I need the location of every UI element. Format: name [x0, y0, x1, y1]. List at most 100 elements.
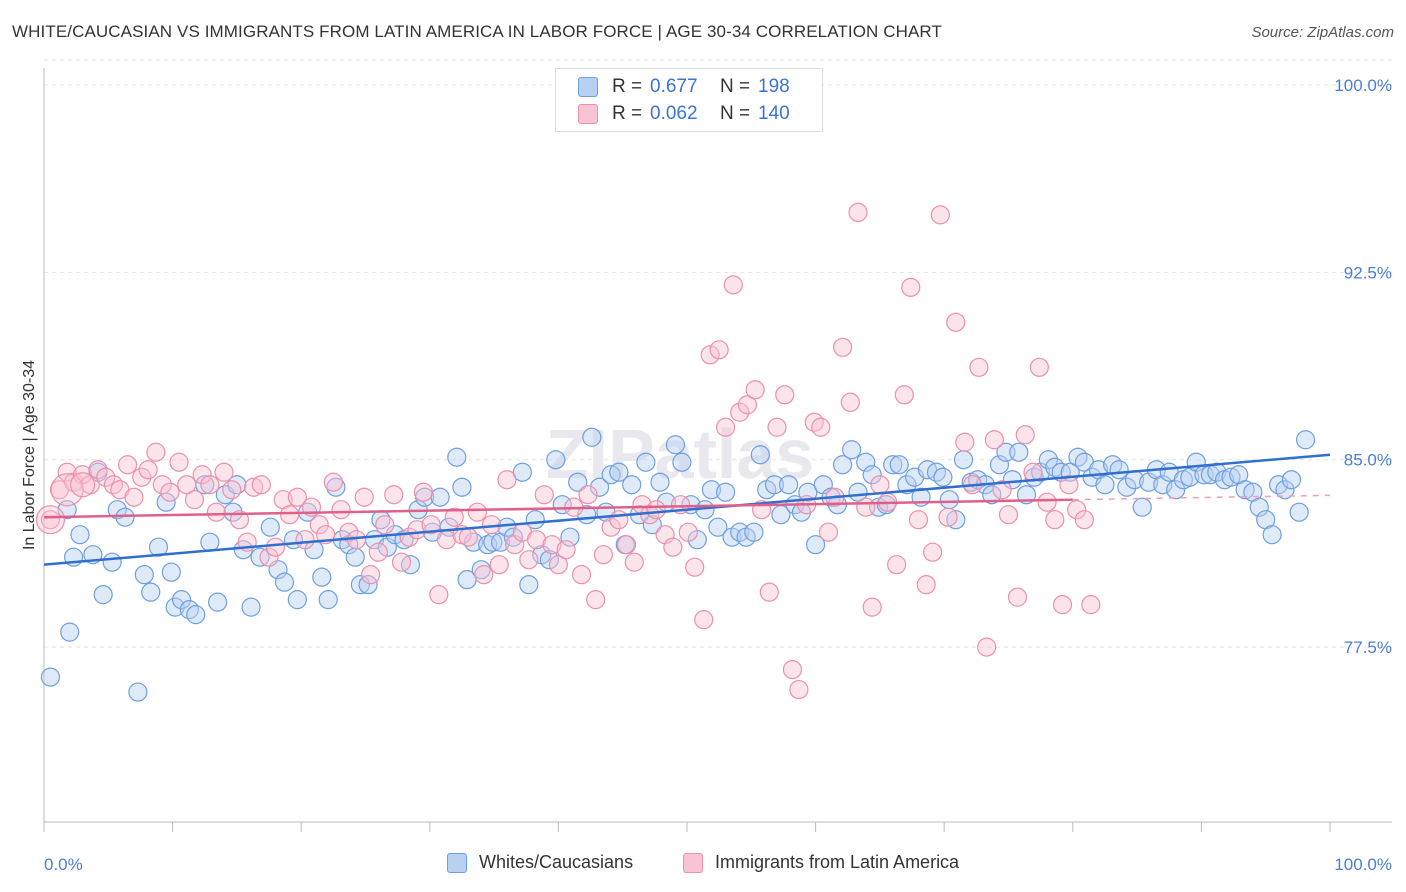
latin-america-point [616, 535, 637, 555]
latin-america-point [124, 487, 144, 507]
latin-america-point [152, 475, 172, 495]
latin-america-point [1074, 510, 1094, 530]
latin-america-point [938, 507, 958, 527]
whites-point [926, 462, 947, 482]
whites-point [589, 477, 610, 497]
whites-point [805, 535, 826, 555]
latin-america-point [775, 385, 795, 405]
latin-america-point [384, 485, 404, 505]
whites-point [1295, 430, 1316, 450]
latin-america-point [804, 412, 824, 432]
whites-point [471, 560, 491, 580]
whites-point [200, 532, 220, 552]
legend-label-latin-america: Immigrants from Latin America [715, 852, 960, 872]
whites-point [701, 480, 722, 500]
whites-point [447, 447, 467, 467]
latin-america-point [331, 500, 351, 520]
whites-point [539, 550, 559, 570]
whites-trend-line [43, 453, 1331, 566]
latin-america-point [848, 202, 868, 222]
latin-america-point [678, 522, 698, 542]
whites-point [1153, 475, 1173, 495]
whites-point [1289, 502, 1309, 522]
whites-point [946, 510, 966, 530]
whites-point [744, 522, 764, 542]
latin-america-point [251, 475, 271, 495]
legend-item-latin-america[interactable]: Immigrants from Latin America [683, 852, 959, 873]
whites-point [933, 467, 953, 487]
latin-america-point [192, 465, 212, 485]
legend-r-label: R = [612, 76, 643, 97]
latin-america-point [160, 482, 180, 502]
whites-point [326, 477, 346, 497]
latin-america-point [709, 340, 729, 360]
latin-america-point [295, 530, 315, 550]
latin-america-point [244, 477, 264, 497]
latin-america-point [700, 345, 720, 365]
whites-point [897, 475, 917, 495]
latin-america-point [1007, 587, 1028, 607]
latin-america-point [818, 522, 839, 542]
whites-point [274, 572, 295, 592]
whites-point [842, 440, 862, 460]
latin-america-point [930, 205, 950, 225]
legend-n-label: N = [720, 76, 751, 97]
latin-america-point [946, 312, 966, 332]
whites-point [1275, 480, 1295, 500]
whites-point [1235, 480, 1255, 500]
latin-america-point [222, 480, 242, 500]
legend-r-label: R = [612, 103, 643, 124]
latin-america-point [103, 475, 124, 495]
whites-point [1262, 525, 1282, 545]
whites-point [1281, 470, 1302, 490]
whites-point [115, 507, 135, 527]
legend-swatch-latin-america [578, 104, 598, 124]
whites-point [128, 682, 148, 702]
latin-america-point [138, 460, 158, 480]
latin-america-point [969, 357, 989, 377]
latin-america-point [1059, 475, 1079, 495]
whites-point [102, 552, 122, 572]
latin-america-point [474, 565, 494, 585]
latin-america-point [1015, 425, 1035, 445]
whites-point [1109, 460, 1129, 480]
latin-america-point [908, 510, 929, 530]
latin-america-point [40, 510, 61, 530]
latin-america-point [287, 487, 307, 507]
latin-america-point [894, 385, 914, 405]
latin-america-point [1029, 357, 1049, 377]
latin-america-point [421, 515, 441, 535]
latin-america-point [624, 552, 644, 572]
whites-point [172, 590, 192, 610]
whites-point [223, 502, 243, 522]
whites-point [982, 485, 1002, 505]
whites-point [1095, 475, 1115, 495]
series-latin-america-points [35, 202, 1101, 700]
latin-america-point [368, 542, 388, 562]
latin-america-point [497, 470, 517, 490]
latin-america-point [571, 565, 592, 585]
latin-america-point [745, 380, 765, 400]
latin-america-point [354, 487, 374, 507]
latin-america-point [259, 547, 279, 567]
latin-america-point [901, 277, 921, 297]
latin-america-point [609, 510, 629, 530]
legend-swatch-latin-america [683, 852, 703, 873]
legend-item-whites[interactable]: Whites/Caucasians [447, 852, 633, 873]
latin-america-point [323, 472, 343, 492]
y-axis-label: In Labor Force | Age 30-34 [21, 360, 38, 550]
latin-america-point [132, 467, 152, 487]
series-legend: Whites/Caucasians Immigrants from Latin … [0, 852, 1406, 878]
legend-r-value: 0.677 [650, 76, 698, 97]
whites-point [730, 522, 750, 542]
whites-point [560, 527, 580, 547]
latin-america-point [663, 537, 683, 557]
latin-america-point [723, 275, 743, 295]
whites-point [40, 667, 61, 687]
latin-america-point [146, 442, 166, 462]
latin-america-point [413, 482, 433, 502]
latin-america-point [856, 497, 876, 517]
whites-point [1268, 475, 1289, 495]
whites-point [1068, 447, 1088, 467]
